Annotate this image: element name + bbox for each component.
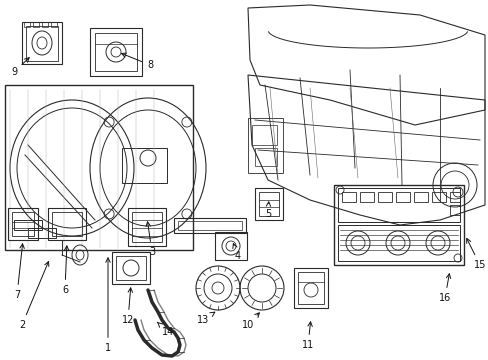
Text: 8: 8: [122, 53, 153, 70]
Text: 16: 16: [438, 274, 450, 303]
Text: 5: 5: [264, 202, 270, 219]
Bar: [112, 252, 150, 284]
Bar: [259, 192, 279, 216]
Text: 7: 7: [14, 244, 24, 300]
Text: 11: 11: [301, 322, 313, 350]
Bar: [26, 26, 58, 61]
Bar: [297, 272, 324, 304]
Bar: [215, 232, 246, 260]
Bar: [337, 188, 459, 222]
Bar: [132, 212, 162, 242]
Bar: [293, 268, 327, 308]
Bar: [359, 192, 373, 202]
Bar: [24, 22, 30, 27]
Bar: [413, 192, 427, 202]
Bar: [178, 221, 242, 230]
Text: 4: 4: [232, 244, 241, 261]
Text: 12: 12: [122, 288, 134, 325]
Bar: [251, 125, 276, 145]
Bar: [254, 148, 276, 166]
Bar: [341, 192, 355, 202]
Bar: [254, 188, 283, 220]
Bar: [48, 208, 86, 240]
Bar: [42, 22, 48, 27]
Bar: [52, 212, 82, 236]
Bar: [22, 22, 62, 64]
Bar: [14, 220, 42, 230]
Bar: [5, 85, 193, 250]
Bar: [333, 185, 463, 265]
Bar: [449, 192, 459, 202]
Bar: [337, 225, 459, 261]
Bar: [431, 192, 445, 202]
Bar: [395, 192, 409, 202]
Bar: [51, 22, 57, 27]
Bar: [33, 22, 39, 27]
Bar: [116, 256, 146, 280]
Bar: [90, 28, 142, 76]
Text: 13: 13: [197, 312, 214, 325]
Bar: [174, 218, 245, 233]
Text: 3: 3: [146, 222, 155, 257]
Bar: [28, 228, 56, 238]
Bar: [12, 212, 34, 236]
Bar: [449, 205, 459, 215]
Text: 2: 2: [19, 262, 49, 330]
Text: 15: 15: [466, 238, 485, 270]
Text: 1: 1: [105, 258, 111, 353]
Text: 9: 9: [11, 58, 29, 77]
Bar: [95, 33, 137, 71]
Bar: [128, 208, 165, 246]
Bar: [247, 118, 283, 173]
Text: 10: 10: [242, 313, 259, 330]
Bar: [377, 192, 391, 202]
Text: 6: 6: [62, 246, 69, 295]
Text: 14: 14: [157, 322, 174, 337]
Bar: [122, 148, 167, 183]
Bar: [8, 208, 38, 240]
